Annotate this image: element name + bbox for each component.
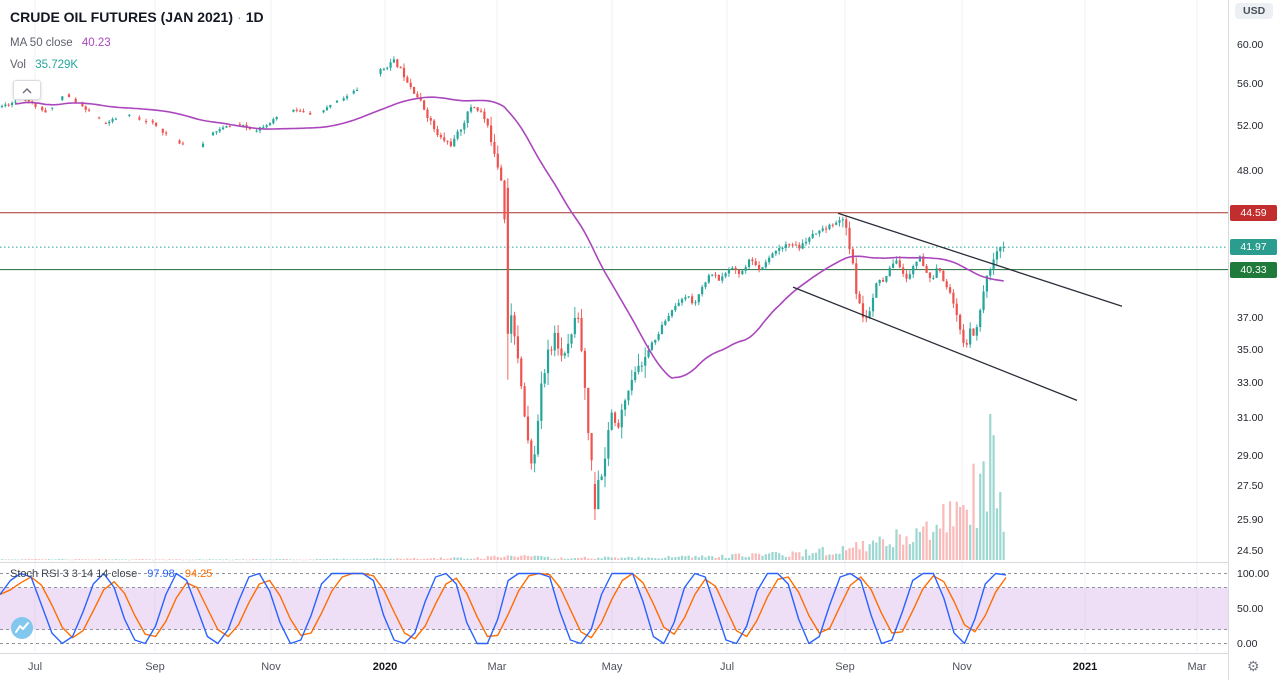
stoch-d-value: 94.25: [184, 568, 213, 580]
ma-label: MA 50 close: [10, 37, 73, 49]
time-tick: Jul: [27, 661, 43, 673]
price-badge: 41.97: [1230, 239, 1277, 255]
vol-label: Vol: [10, 59, 26, 71]
time-tick: Mar: [1187, 661, 1207, 673]
chevron-up-icon: [22, 81, 32, 99]
chart-canvas[interactable]: [0, 0, 1228, 652]
price-tick: 33.00: [1237, 377, 1264, 389]
price-tick: 25.90: [1237, 514, 1264, 526]
price-tick: 35.00: [1237, 344, 1264, 356]
price-tick: 37.00: [1237, 312, 1264, 324]
stoch-tick: 50.00: [1237, 603, 1264, 615]
price-tick: 56.00: [1237, 78, 1264, 90]
collapse-pane-button[interactable]: [13, 80, 41, 100]
stoch-tick: 100.00: [1237, 568, 1270, 580]
symbol-title: CRUDE OIL FUTURES (JAN 2021): [10, 9, 234, 25]
stoch-label: Stoch RSI 3 3 14 14 close: [10, 568, 138, 580]
time-tick: Mar: [487, 661, 507, 673]
interval-label: 1D: [245, 9, 264, 25]
price-tick: 24.50: [1237, 545, 1264, 557]
title-separator: ·: [237, 9, 242, 25]
volume-legend: Vol 35.729K: [10, 59, 78, 71]
time-tick: 2020: [372, 661, 398, 673]
time-tick: Nov: [261, 661, 281, 673]
time-tick: Sep: [145, 661, 165, 673]
indicator-logo-icon: [11, 617, 33, 639]
price-tick: 48.00: [1237, 165, 1264, 177]
time-tick: Sep: [835, 661, 855, 673]
time-tick: May: [601, 661, 623, 673]
ma-value: 40.23: [81, 37, 111, 49]
price-tick: 60.00: [1237, 39, 1264, 51]
ma-legend: MA 50 close 40.23: [10, 37, 111, 49]
time-tick: Nov: [952, 661, 972, 673]
currency-toggle-button[interactable]: USD: [1235, 3, 1274, 19]
gear-icon[interactable]: ⚙: [1247, 658, 1260, 674]
price-badge: 40.33: [1230, 262, 1277, 278]
price-tick: 31.00: [1237, 412, 1264, 424]
price-tick: 29.00: [1237, 450, 1264, 462]
price-axis[interactable]: USD ⚙ 60.00 56.00 52.00 48.00 37.00 35.00 33.0…: [1228, 0, 1280, 680]
price-tick: 27.50: [1237, 480, 1264, 492]
time-axis[interactable]: Jul Sep Nov 2020 Mar May Jul Sep Nov 2021 Mar: [0, 653, 1228, 680]
symbol-legend: CRUDE OIL FUTURES (JAN 2021) · 1D: [10, 9, 264, 25]
price-badge: 44.59: [1230, 205, 1277, 221]
stoch-k-value: 97.98: [147, 568, 175, 580]
time-tick: Jul: [719, 661, 735, 673]
stoch-rsi-legend: Stoch RSI 3 3 14 14 close 97.98 94.25: [10, 568, 212, 580]
stoch-tick: 0.00: [1237, 638, 1258, 650]
price-tick: 52.00: [1237, 120, 1264, 132]
vol-value: 35.729K: [35, 59, 79, 71]
time-tick: 2021: [1072, 661, 1098, 673]
